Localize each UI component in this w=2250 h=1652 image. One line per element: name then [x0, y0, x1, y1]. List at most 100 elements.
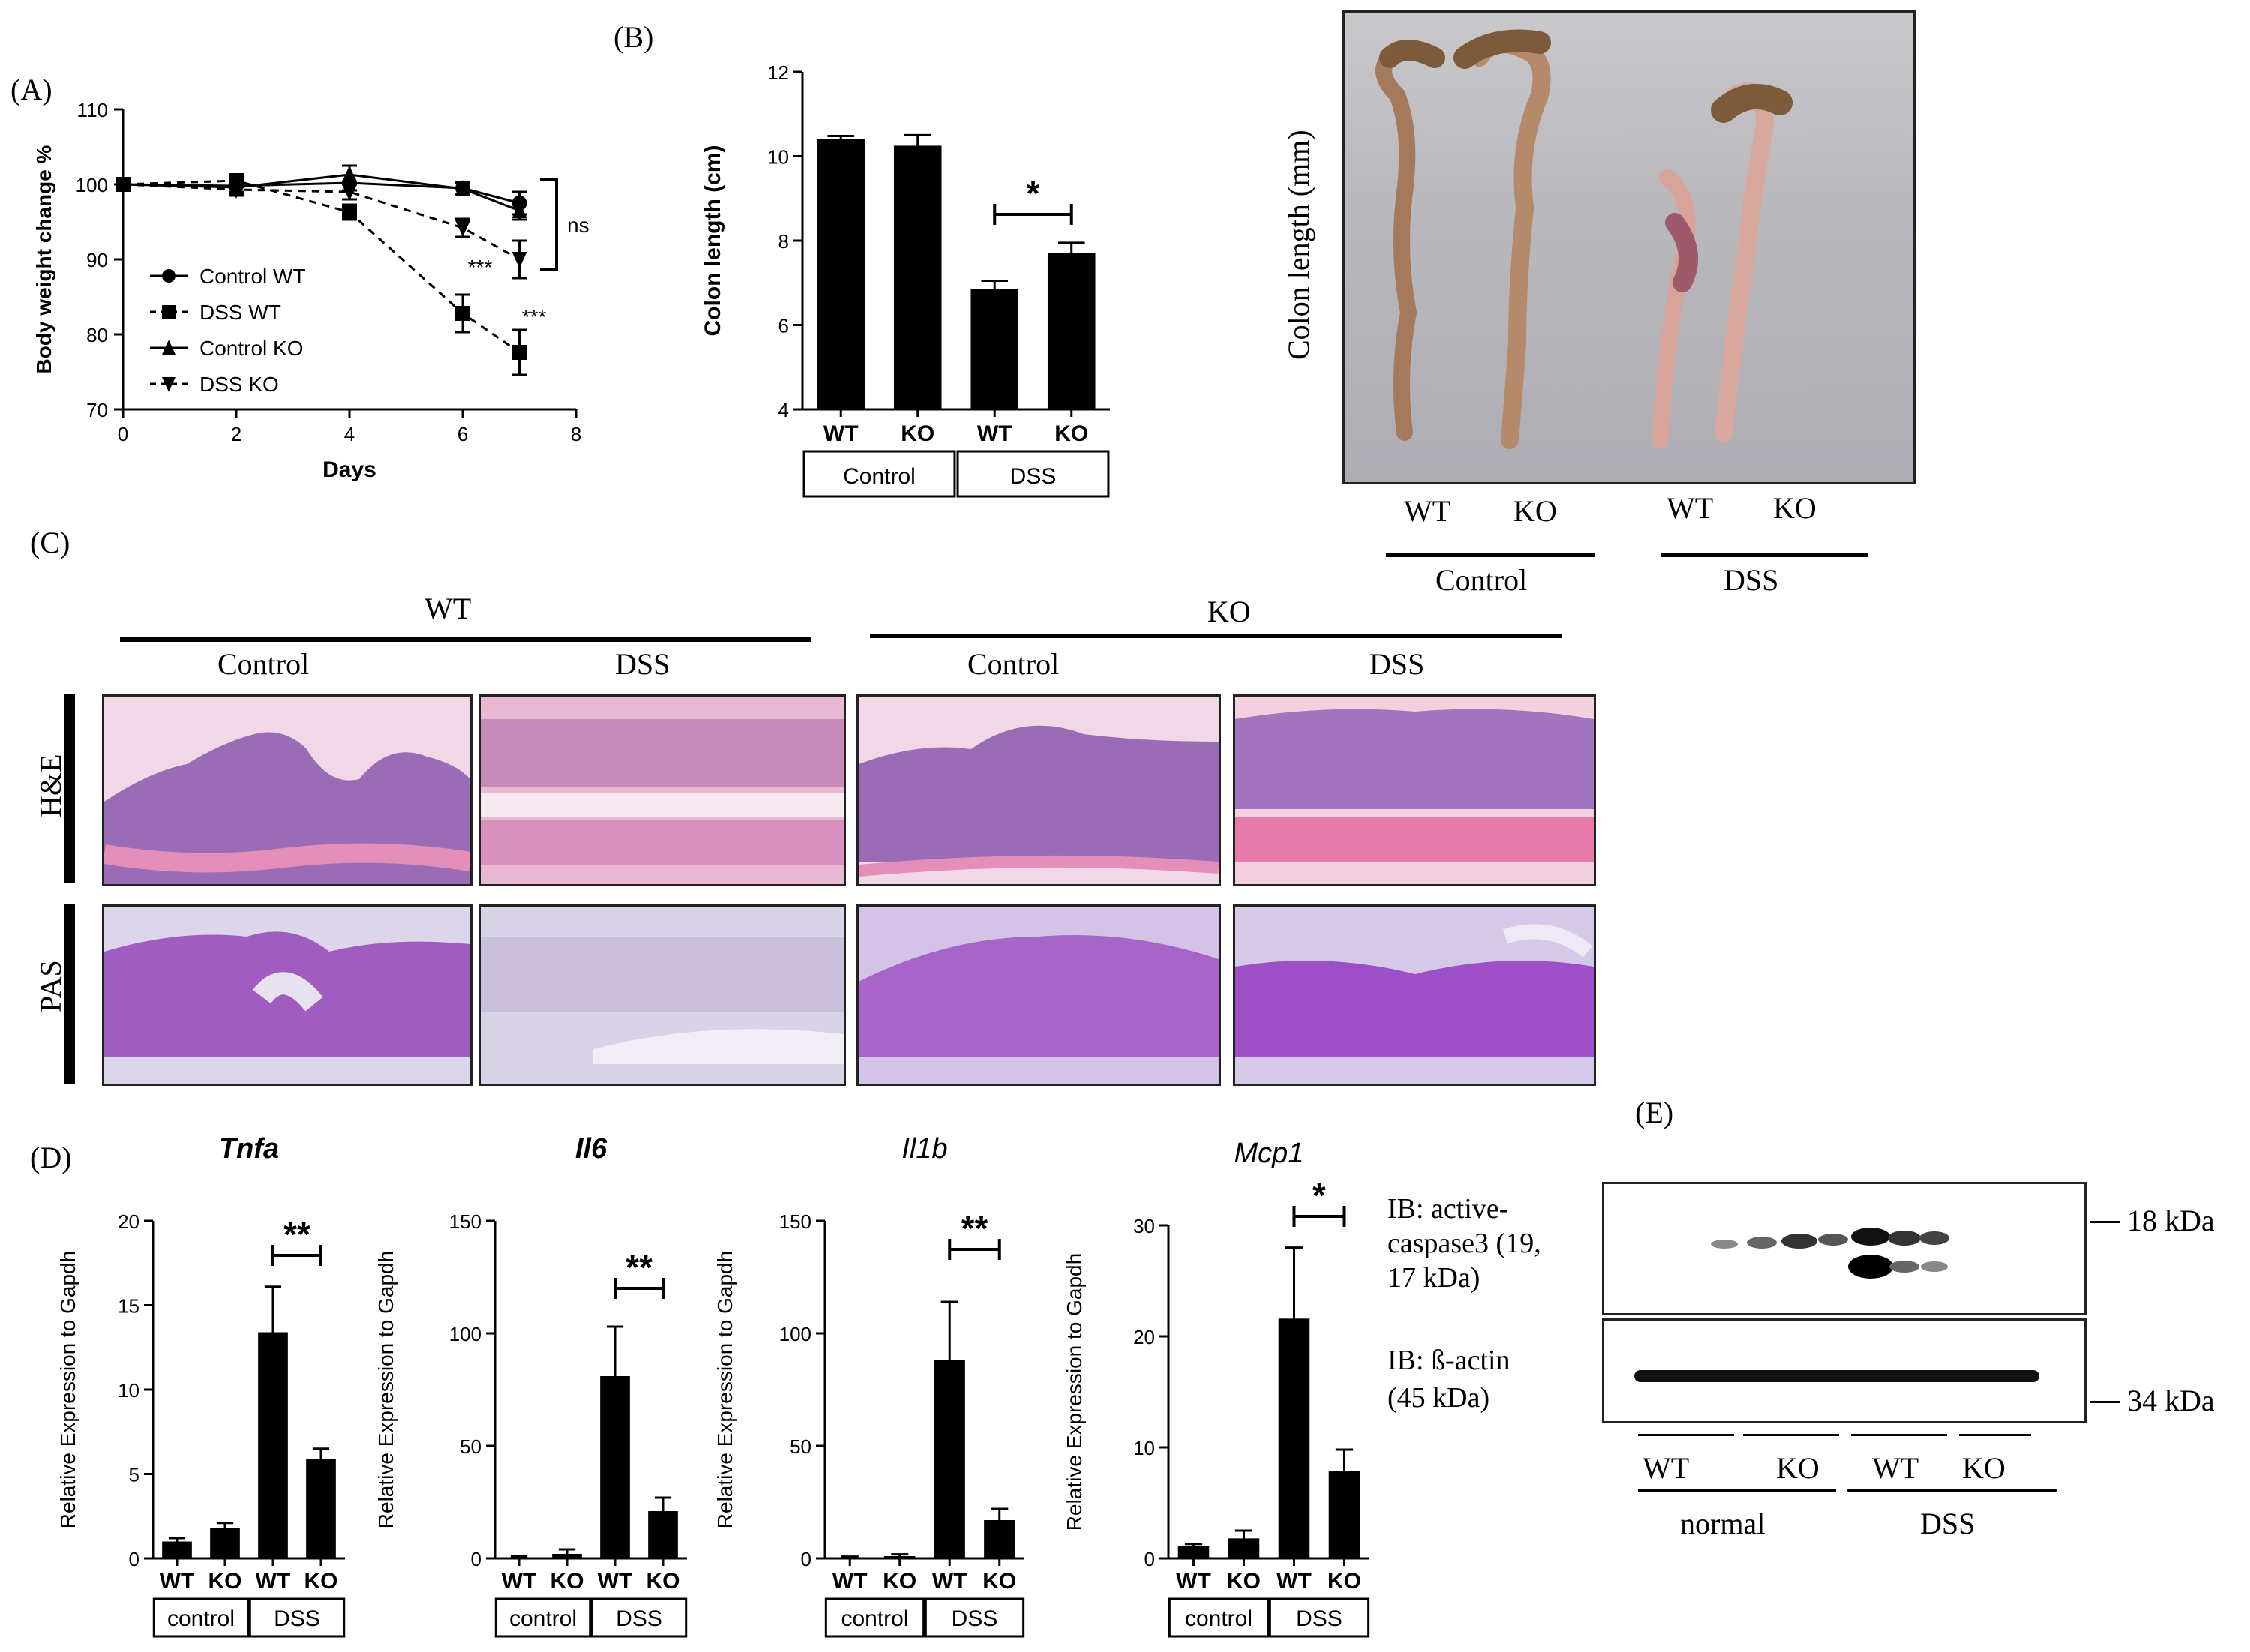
legend-item: Control WT [150, 265, 306, 288]
bar [600, 1376, 630, 1558]
blot-label-bottom-2: (45 kDa) [1388, 1382, 1490, 1414]
group-label: DSS [616, 1606, 662, 1631]
y-tick-label: 20 [1133, 1326, 1155, 1348]
photo-lane-1: WT [1404, 494, 1451, 528]
category-label: WT [824, 421, 859, 446]
bar [210, 1528, 240, 1558]
y-axis-label: Relative Expression to Gapdh [374, 1251, 398, 1528]
legend-item: DSS KO [150, 373, 279, 396]
group-box [924, 1597, 1025, 1638]
y-tick-label: 100 [779, 1323, 812, 1345]
group-label: DSS [1296, 1606, 1342, 1631]
y-axis-label: Relative Expression to Gapdh [713, 1251, 736, 1528]
panel-letter-b: (B) [614, 20, 654, 54]
bar [162, 1541, 192, 1558]
series-control-ko [116, 164, 527, 221]
blot-group-line-normal [1638, 1489, 1836, 1492]
group-box [494, 1597, 592, 1638]
pas-ko-dss [1233, 904, 1596, 1086]
blot-label-top-3: 17 kDa) [1388, 1262, 1480, 1294]
y-tick-label: 110 [77, 99, 108, 121]
blot-lane-2: KO [1776, 1451, 1820, 1485]
bar [817, 139, 866, 409]
group-label: DSS [1010, 464, 1057, 489]
chart-d-il6: 0 50 100 150 WT KO WT KO control DSS ** Relative Ex… [374, 1133, 688, 1638]
y-tick-label: 6 [778, 315, 789, 337]
category-label: KO [883, 1569, 916, 1594]
pas-wt-dss [478, 904, 846, 1086]
y-tick-label: 70 [86, 399, 108, 421]
y-tick-label: 0 [129, 1548, 140, 1570]
y-tick-label: 0 [801, 1548, 812, 1570]
panel-letter-c: (C) [30, 526, 70, 559]
data-point [512, 252, 527, 268]
photo-group-dss: DSS [1724, 563, 1779, 597]
photo-group-control: Control [1436, 563, 1528, 597]
bar [1178, 1546, 1210, 1558]
legend-item: Control KO [150, 337, 304, 360]
y-axis-label: Colon length (cm) [700, 145, 725, 337]
group-box [956, 450, 1110, 498]
significance-label: *** [468, 256, 493, 279]
data-point [342, 166, 357, 182]
y-tick-label: 10 [767, 146, 789, 169]
data-point [116, 177, 130, 193]
series-dss-ko [116, 177, 527, 280]
group-box [802, 450, 956, 498]
category-label: WT [598, 1569, 633, 1594]
category-label: KO [646, 1569, 680, 1594]
group-box [590, 1597, 688, 1638]
genotype-line-wt [120, 637, 812, 642]
y-tick-label: 8 [778, 230, 789, 253]
marker-bottom: 34 kDa [2127, 1384, 2215, 1417]
blot-label-bottom-1: IB: ß-actin [1388, 1345, 1510, 1376]
y-tick-label: 10 [1133, 1437, 1155, 1459]
bar [893, 145, 942, 409]
y-axis-label: Relative Expression to Gapdh [1063, 1253, 1086, 1531]
data-point [342, 205, 357, 220]
colon-photo [1342, 10, 1916, 484]
bar [984, 1520, 1016, 1558]
category-label: KO [901, 421, 934, 446]
data-point [162, 340, 176, 355]
significance-label: ** [626, 1248, 652, 1287]
significance-label: *** [522, 305, 547, 328]
y-tick-label: 100 [76, 174, 108, 196]
condition-label-4: DSS [1370, 647, 1425, 681]
blot-lane-line-1 [1638, 1434, 1734, 1436]
y-tick-label: 30 [1133, 1215, 1155, 1237]
data-point [455, 180, 470, 196]
y-tick-label: 150 [449, 1210, 482, 1233]
genotype-label-ko: KO [1208, 595, 1251, 628]
bar [970, 289, 1019, 409]
series-dss-wt [116, 173, 527, 376]
group-label: control [167, 1606, 235, 1631]
group-label: control [1185, 1606, 1252, 1631]
y-tick-label: 0 [1144, 1548, 1155, 1570]
bar [258, 1332, 288, 1558]
bar [648, 1511, 678, 1558]
significance-label: * [1312, 1176, 1326, 1215]
bar [552, 1554, 582, 1558]
chart-title: Mcp1 [1234, 1138, 1304, 1169]
y-tick-label: 100 [449, 1323, 482, 1345]
blot-lane-line-4 [1959, 1434, 2031, 1436]
x-tick-label: 2 [231, 423, 242, 445]
bar [504, 1557, 534, 1559]
legend-item: DSS WT [150, 301, 281, 324]
blot-lane-3: WT [1872, 1451, 1919, 1485]
series-line [122, 183, 520, 261]
x-tick-label: 0 [118, 423, 128, 445]
blot-lane-4: KO [1962, 1451, 2006, 1485]
chart-title: Il6 [575, 1133, 608, 1165]
category-label: KO [1328, 1569, 1361, 1594]
data-point [455, 306, 470, 321]
condition-label-1: Control [218, 647, 310, 681]
genotype-line-ko [870, 634, 1562, 638]
photo-group-line-dss [1660, 553, 1868, 557]
chart-title: Tnfa [219, 1133, 279, 1165]
group-label: control [841, 1606, 908, 1631]
category-label: KO [1054, 421, 1088, 446]
bar [1278, 1318, 1310, 1558]
x-tick-label: 4 [344, 423, 355, 445]
